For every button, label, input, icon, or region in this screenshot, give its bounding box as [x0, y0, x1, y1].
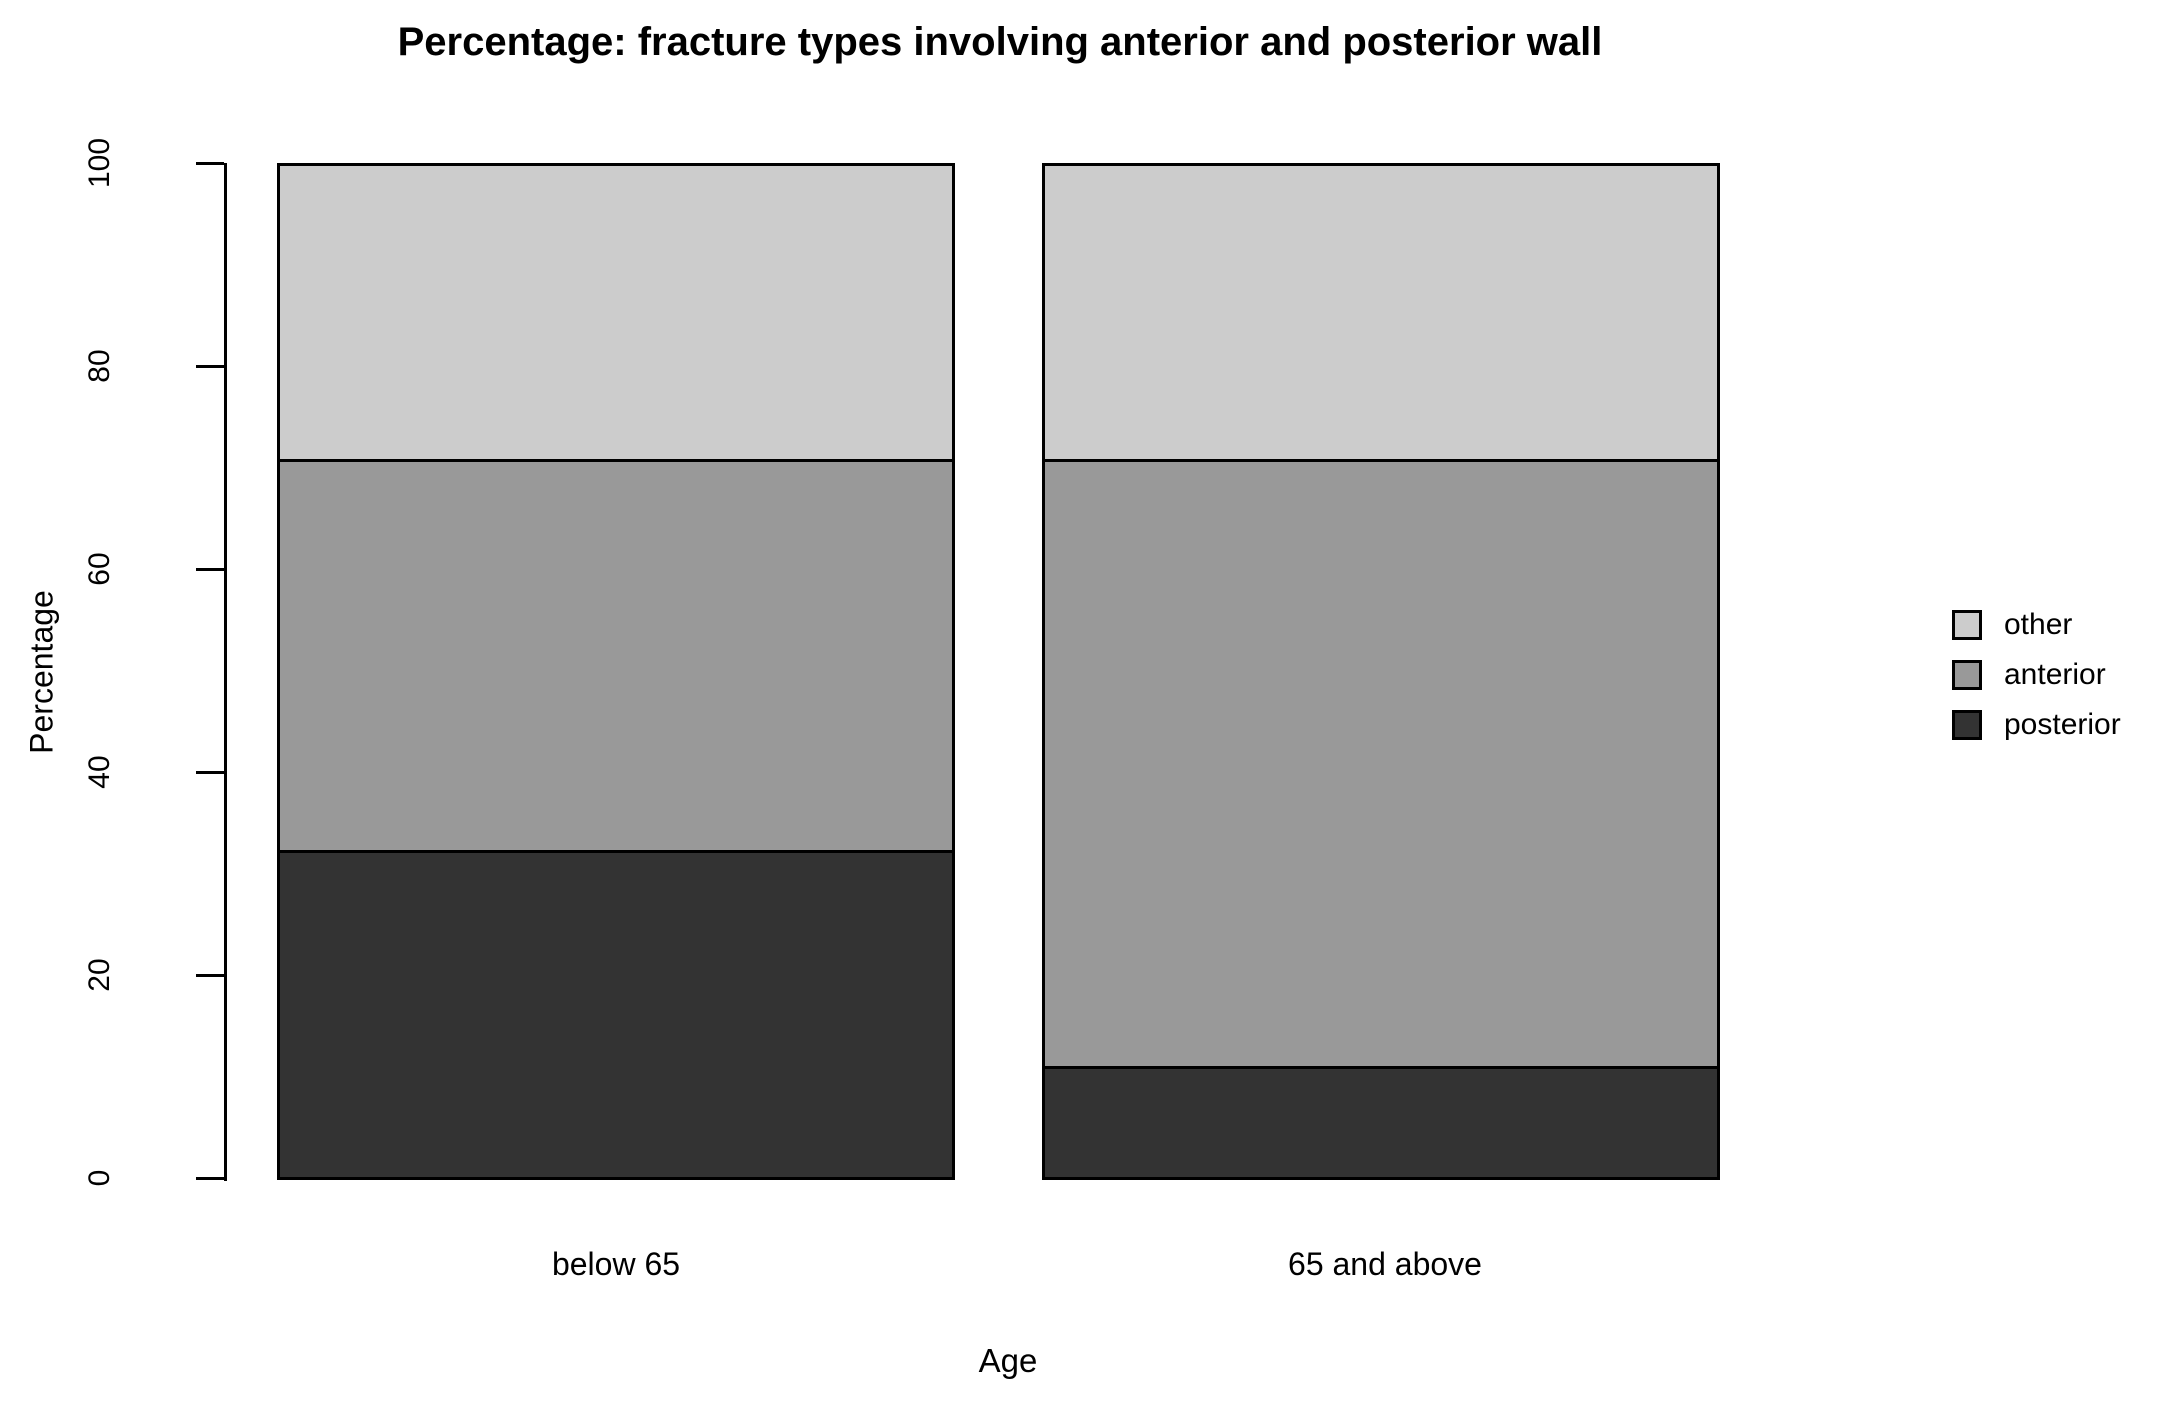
y-tick-mark [196, 1177, 224, 1180]
segment-other [277, 163, 955, 462]
y-tick-label: 40 [83, 755, 116, 789]
legend: other anterior posterior [1952, 608, 2121, 742]
y-tick-label: 100 [83, 137, 116, 189]
legend-swatch-posterior [1952, 710, 1982, 740]
y-tick-label: 20 [83, 958, 116, 992]
chart-title: Percentage: fracture types involving ant… [397, 20, 1603, 64]
bar-65-and-above [1042, 163, 1720, 1180]
segment-other [1042, 163, 1720, 462]
legend-label-other: other [2004, 608, 2073, 641]
y-tick-label: 80 [83, 349, 116, 383]
legend-label-anterior: anterior [2004, 658, 2106, 691]
y-tick-mark [196, 771, 224, 774]
legend-row-anterior: anterior [1952, 658, 2121, 692]
y-axis-label: Percentage [23, 590, 60, 754]
y-tick-label: 0 [83, 1169, 116, 1187]
y-tick-mark [196, 162, 224, 165]
legend-label-posterior: posterior [2004, 708, 2121, 741]
segment-posterior [1042, 1069, 1720, 1180]
legend-swatch-other [1952, 610, 1982, 640]
segment-posterior [277, 853, 955, 1180]
legend-swatch-anterior [1952, 660, 1982, 690]
segment-anterior [277, 462, 955, 853]
legend-row-other: other [1952, 608, 2121, 642]
legend-row-posterior: posterior [1952, 708, 2121, 742]
segment-anterior [1042, 462, 1720, 1069]
bar-below-65 [277, 163, 955, 1180]
y-axis-line [224, 163, 227, 1181]
y-tick-label: 60 [83, 552, 116, 586]
y-tick-mark [196, 365, 224, 368]
x-category-label-65-and-above: 65 and above [1288, 1246, 1482, 1282]
x-category-label-below-65: below 65 [551, 1246, 681, 1282]
x-axis-label: Age [978, 1342, 1038, 1379]
y-tick-mark [196, 974, 224, 977]
y-tick-mark [196, 568, 224, 571]
